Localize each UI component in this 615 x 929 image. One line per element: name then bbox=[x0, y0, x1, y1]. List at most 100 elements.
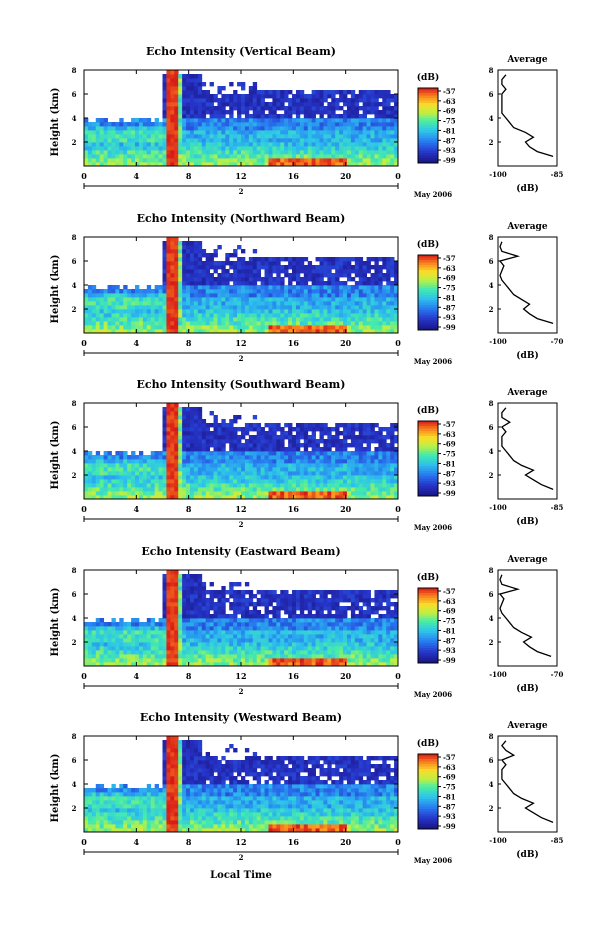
heatmap-cell bbox=[115, 126, 120, 131]
heatmap-cell bbox=[288, 471, 293, 476]
heatmap-cell bbox=[205, 662, 211, 667]
heatmap-cell bbox=[260, 301, 265, 306]
x-tick-label: 4 bbox=[134, 338, 140, 348]
heatmap-cell bbox=[315, 467, 320, 472]
heatmap-cell bbox=[374, 150, 379, 155]
heatmap-cell bbox=[272, 90, 277, 95]
heatmap-cell bbox=[213, 110, 218, 115]
heatmap-cell bbox=[182, 415, 187, 420]
heatmap-cell bbox=[221, 325, 226, 330]
heatmap-cell bbox=[319, 265, 324, 270]
heatmap-cell bbox=[288, 106, 293, 111]
heatmap-cell bbox=[135, 483, 140, 488]
heatmap-cell bbox=[197, 325, 203, 330]
heatmap-cell bbox=[237, 443, 242, 448]
heatmap-cell bbox=[346, 471, 352, 476]
heatmap-cell bbox=[201, 94, 207, 99]
heatmap-cell bbox=[241, 321, 246, 326]
heatmap-cell bbox=[323, 463, 328, 468]
heatmap-cell bbox=[295, 114, 301, 119]
heatmap-cell bbox=[284, 483, 289, 488]
heatmap-cell bbox=[276, 269, 281, 274]
heatmap-cell bbox=[197, 138, 203, 143]
heatmap-cell bbox=[394, 495, 399, 500]
heatmap-cell bbox=[162, 642, 167, 647]
heatmap-cell bbox=[186, 241, 191, 246]
heatmap-cell bbox=[311, 467, 316, 472]
heatmap-cell bbox=[382, 293, 387, 298]
heatmap-cell bbox=[213, 126, 218, 131]
heatmap-cell bbox=[95, 325, 101, 330]
heatmap-cell bbox=[146, 475, 152, 480]
heatmap-cell bbox=[201, 130, 207, 135]
heatmap-cell bbox=[217, 138, 222, 143]
heatmap-cell bbox=[201, 297, 207, 302]
heatmap-cell bbox=[366, 431, 371, 436]
heatmap-cell bbox=[264, 158, 269, 163]
heatmap-cell bbox=[374, 423, 379, 428]
heatmap-cell bbox=[382, 138, 387, 143]
heatmap-cell bbox=[374, 285, 379, 290]
heatmap-cell bbox=[189, 594, 195, 599]
heatmap-cell bbox=[362, 491, 368, 496]
heatmap-cell bbox=[248, 423, 254, 428]
heatmap-cell bbox=[209, 317, 214, 322]
heatmap-cell bbox=[178, 261, 183, 266]
heatmap-cell bbox=[87, 297, 93, 302]
heatmap-cell bbox=[193, 487, 199, 492]
heatmap-cell bbox=[327, 329, 332, 334]
heatmap-cell bbox=[209, 313, 214, 318]
heatmap-cell bbox=[119, 479, 124, 484]
heatmap-cell bbox=[256, 471, 262, 476]
heatmap-cell bbox=[138, 293, 144, 298]
heatmap-cell bbox=[335, 289, 340, 294]
heatmap-cell bbox=[366, 463, 371, 468]
heatmap-cell bbox=[138, 642, 144, 647]
heatmap-cell bbox=[343, 146, 348, 151]
heatmap-cell bbox=[162, 598, 167, 603]
heatmap-cell bbox=[307, 134, 313, 139]
heatmap-cell bbox=[99, 654, 105, 659]
heatmap-cell bbox=[233, 146, 238, 151]
heatmap-cell bbox=[248, 435, 254, 440]
heatmap-cell bbox=[213, 419, 218, 424]
heatmap-cell bbox=[362, 114, 368, 119]
heatmap-cell bbox=[91, 626, 97, 631]
heatmap-cell bbox=[264, 146, 269, 151]
heatmap-cell bbox=[386, 142, 391, 147]
heatmap-cell bbox=[350, 150, 356, 155]
heatmap-cell bbox=[99, 642, 105, 647]
heatmap-cell bbox=[150, 622, 156, 627]
heatmap-cell bbox=[201, 122, 207, 127]
heatmap-cell bbox=[213, 305, 218, 310]
heatmap-cell bbox=[303, 94, 309, 99]
heatmap-cell bbox=[84, 634, 89, 639]
heatmap-cell bbox=[158, 475, 163, 480]
heatmap-cell bbox=[178, 634, 183, 639]
heatmap-cell bbox=[299, 423, 305, 428]
heatmap-cell bbox=[276, 487, 281, 492]
heatmap-cell bbox=[237, 463, 242, 468]
heatmap-cell bbox=[295, 321, 301, 326]
heatmap-cell bbox=[237, 289, 242, 294]
heatmap-cell bbox=[193, 590, 199, 595]
heatmap-cell bbox=[91, 654, 97, 659]
heatmap-cell bbox=[182, 90, 187, 95]
heatmap-cell bbox=[170, 301, 175, 306]
heatmap-cell bbox=[233, 118, 238, 123]
heatmap-cell bbox=[205, 130, 211, 135]
heatmap-cell bbox=[350, 487, 356, 492]
heatmap-cell bbox=[268, 122, 273, 127]
heatmap-cell bbox=[354, 455, 360, 460]
heatmap-cell bbox=[303, 471, 309, 476]
heatmap-cell bbox=[339, 265, 344, 270]
heatmap-cell bbox=[248, 102, 254, 107]
heatmap-cell bbox=[166, 467, 171, 472]
heatmap-cell bbox=[115, 455, 120, 460]
heatmap-cell bbox=[331, 162, 336, 167]
heatmap-cell bbox=[95, 626, 101, 631]
heatmap-cell bbox=[343, 122, 348, 127]
heatmap-cell bbox=[166, 261, 171, 266]
heatmap-cell bbox=[174, 281, 179, 286]
heatmap-cell bbox=[115, 467, 120, 472]
